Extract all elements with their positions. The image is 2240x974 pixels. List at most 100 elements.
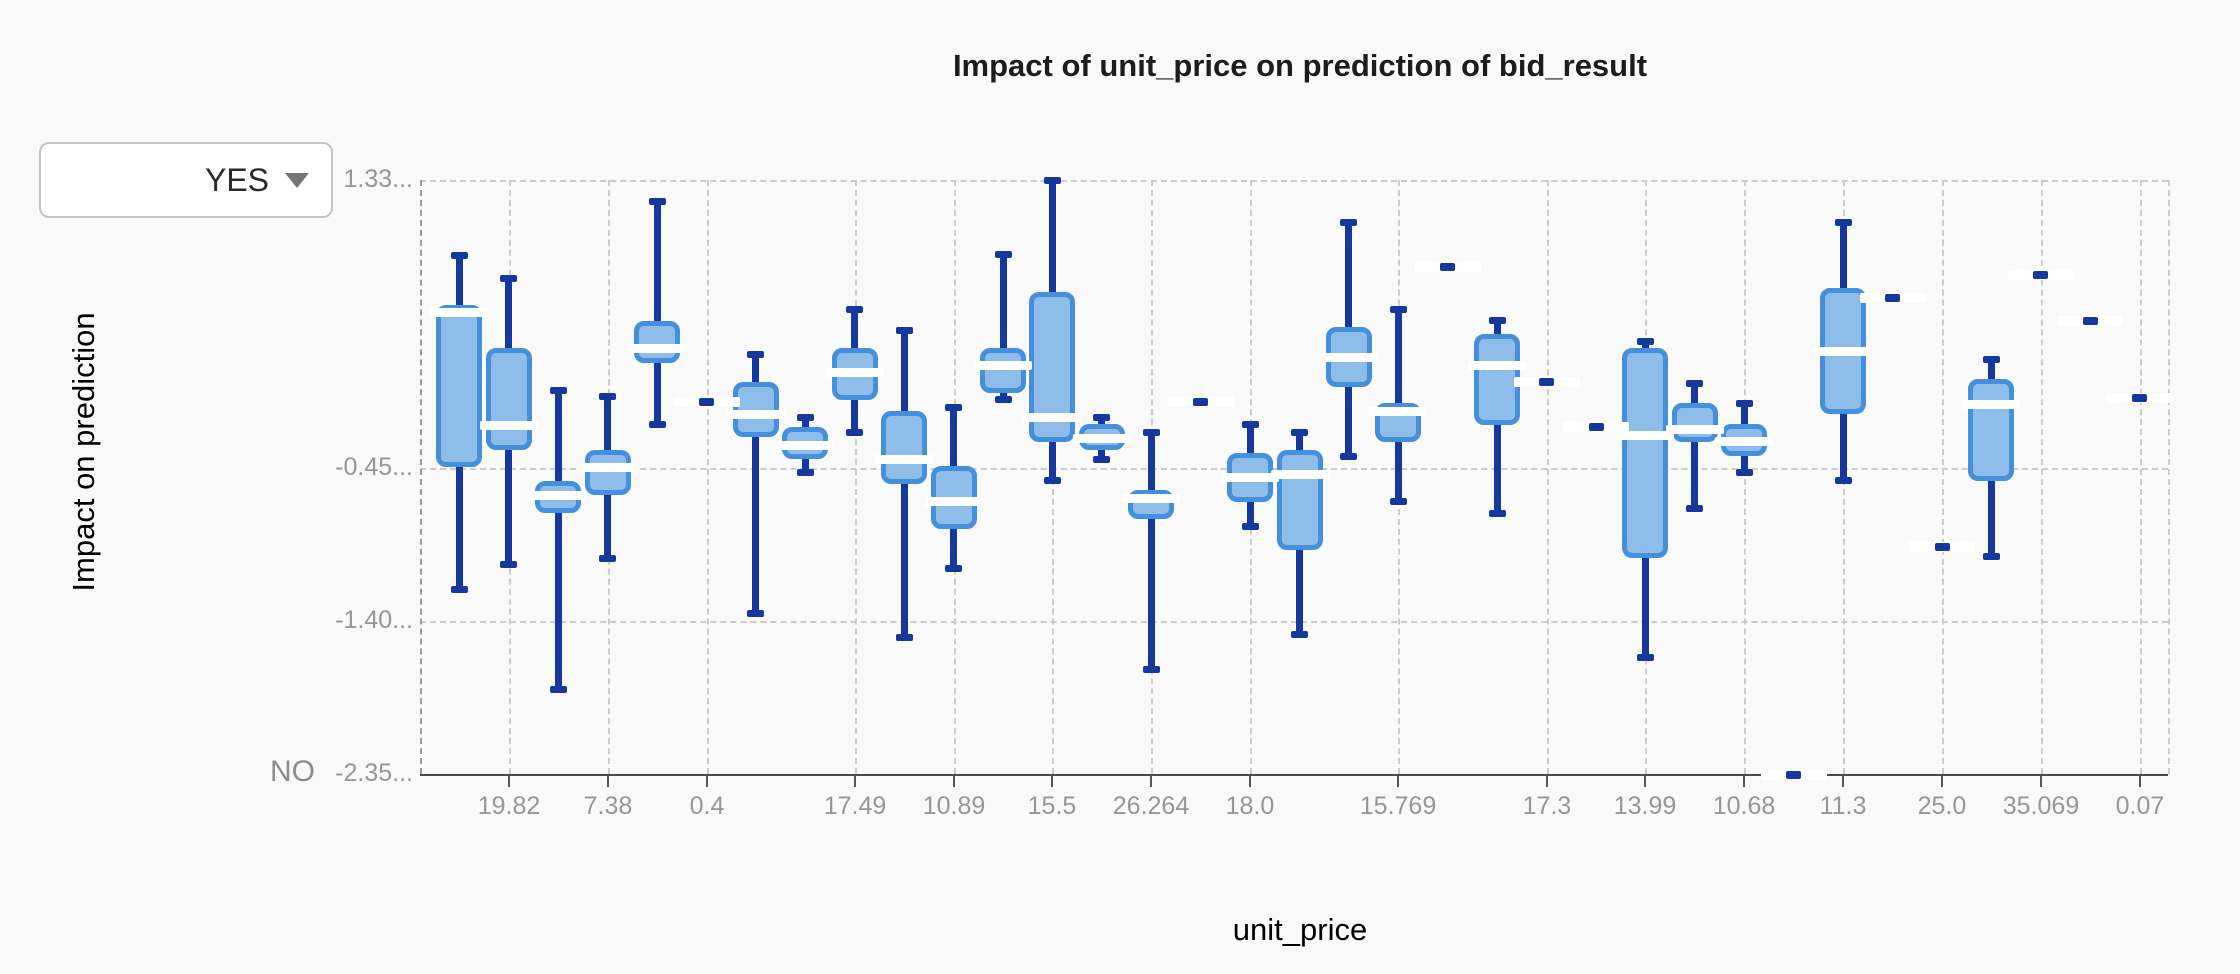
collapsed-box-item[interactable] <box>2132 394 2147 402</box>
median-line <box>1320 353 1378 362</box>
x-tick-label: 19.82 <box>477 792 541 820</box>
collapsed-box-item[interactable] <box>1935 543 1950 551</box>
whisker-cap-bottom <box>1637 654 1654 661</box>
whisker-cap-top <box>995 251 1012 258</box>
whisker-cap-top <box>945 404 962 411</box>
whisker-cap-top <box>1489 317 1506 324</box>
box-plot-item[interactable] <box>1672 403 1718 442</box>
whisker-cap-bottom <box>1143 666 1160 673</box>
box-plot-item[interactable] <box>436 305 482 467</box>
whisker-cap-top <box>1983 356 2000 363</box>
x-grid-line <box>1744 180 1746 774</box>
y-tick-label: -1.40... <box>335 606 413 634</box>
whisker-cap-bottom <box>1489 510 1506 517</box>
whisker-cap-bottom <box>1835 477 1852 484</box>
x-tick-mark <box>1842 774 1844 787</box>
box-plot-item[interactable] <box>1622 348 1668 558</box>
whisker-cap-top <box>1736 400 1753 407</box>
class-no-label: NO <box>270 755 315 788</box>
y-tick-label: -2.35... <box>335 759 413 787</box>
x-grid-line <box>707 180 709 774</box>
chevron-down-icon <box>285 172 309 188</box>
median-line <box>826 368 884 377</box>
x-axis-line <box>420 774 2168 776</box>
whisker-cap-top <box>1291 429 1308 436</box>
collapsed-box-item[interactable] <box>1589 423 1604 431</box>
x-grid-line <box>2041 180 2043 774</box>
box-plot-item[interactable] <box>634 321 680 363</box>
box-plot-item[interactable] <box>486 348 532 450</box>
y-grid-line <box>420 621 2168 623</box>
median-line <box>1221 473 1279 482</box>
whisker-cap-bottom <box>797 469 814 476</box>
collapsed-box-item[interactable] <box>2033 271 2048 279</box>
whisker-cap-top <box>896 327 913 334</box>
plot-left-border <box>420 180 422 774</box>
x-tick-mark <box>1941 774 1943 787</box>
x-tick-label: 15.769 <box>1359 792 1437 820</box>
whisker-cap-bottom <box>846 429 863 436</box>
whisker-cap-bottom <box>1983 553 2000 560</box>
class-selector-dropdown[interactable]: YES <box>39 142 333 218</box>
x-tick-mark <box>1546 774 1548 787</box>
box-plot-item[interactable] <box>733 382 779 437</box>
collapsed-box-item[interactable] <box>2083 317 2098 325</box>
collapsed-box-item[interactable] <box>1786 771 1801 779</box>
x-tick-label: 25.0 <box>1917 792 1967 820</box>
whisker-cap-bottom <box>1340 453 1357 460</box>
median-line <box>875 455 933 464</box>
x-tick-label: 10.89 <box>922 792 986 820</box>
plot-right-border <box>2168 180 2170 774</box>
median-line <box>628 344 686 353</box>
collapsed-box-item[interactable] <box>1440 263 1455 271</box>
whisker-cap-top <box>1143 429 1160 436</box>
median-line <box>1271 470 1329 479</box>
collapsed-box-item[interactable] <box>699 398 714 406</box>
x-tick-mark <box>1249 774 1251 787</box>
x-grid-line <box>855 180 857 774</box>
x-tick-label: 0.4 <box>689 792 725 820</box>
x-tick-mark <box>2139 774 2141 787</box>
whisker-cap-top <box>846 306 863 313</box>
median-line <box>1616 431 1674 440</box>
collapsed-box-item[interactable] <box>1193 398 1208 406</box>
y-tick-label: 1.33... <box>343 165 414 193</box>
x-tick-label: 35.069 <box>2002 792 2080 820</box>
median-line <box>974 361 1032 370</box>
class-selector-value: YES <box>204 161 269 198</box>
whisker-cap-bottom <box>1093 456 1110 463</box>
collapsed-box-item[interactable] <box>1885 294 1900 302</box>
box-plot-item[interactable] <box>1474 334 1520 425</box>
median-line <box>529 491 587 500</box>
box-plot-item[interactable] <box>881 411 927 484</box>
x-tick-mark <box>854 774 856 787</box>
box-plot-item[interactable] <box>585 450 631 495</box>
x-tick-mark <box>706 774 708 787</box>
whisker-cap-top <box>451 252 468 259</box>
whisker-cap-top <box>599 393 616 400</box>
median-line <box>1715 437 1773 446</box>
whisker-cap-bottom <box>896 634 913 641</box>
collapsed-box-item[interactable] <box>1539 378 1554 386</box>
x-tick-label: 17.3 <box>1522 792 1572 820</box>
median-line <box>776 441 834 450</box>
box-plot-item[interactable] <box>1968 379 2014 481</box>
whisker-cap-bottom <box>1390 498 1407 505</box>
whisker-cap-top <box>1686 380 1703 387</box>
whisker-cap-top <box>1637 338 1654 345</box>
x-tick-label: 10.68 <box>1712 792 1776 820</box>
box-plot-item[interactable] <box>980 348 1026 393</box>
whisker-cap-top <box>550 387 567 394</box>
x-tick-mark <box>1051 774 1053 787</box>
whisker-cap-top <box>747 351 764 358</box>
median-line <box>1962 400 2020 409</box>
median-line <box>1666 425 1724 434</box>
median-line <box>1369 407 1427 416</box>
whisker-cap-top <box>1093 414 1110 421</box>
median-line <box>1023 413 1081 422</box>
x-grid-line <box>2140 180 2142 774</box>
median-line <box>925 497 983 506</box>
x-tick-label: 11.3 <box>1819 792 1867 820</box>
box-plot-item[interactable] <box>1277 450 1323 550</box>
x-tick-mark <box>1743 774 1745 787</box>
